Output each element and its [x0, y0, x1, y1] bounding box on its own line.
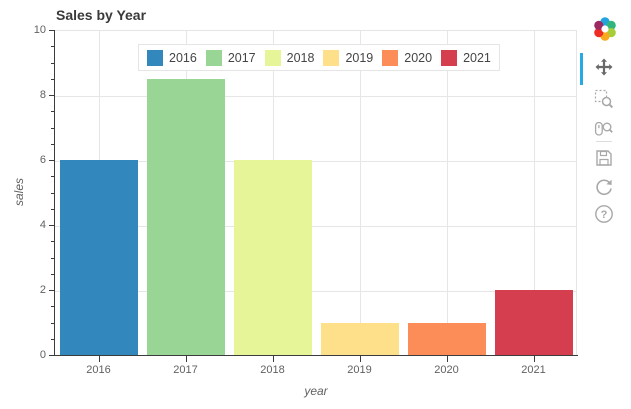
y-axis-minor-tick: [51, 241, 55, 243]
x-axis-major-tick: [272, 356, 274, 362]
box-zoom-tool-button[interactable]: [590, 87, 618, 115]
y-axis-label: sales: [12, 177, 26, 207]
chart-title: Sales by Year: [56, 7, 147, 23]
y-axis-minor-tick: [51, 46, 55, 48]
x-tick-label: 2019: [347, 364, 372, 376]
bar-2016: [59, 160, 138, 355]
y-axis-major-tick: [49, 160, 55, 161]
x-axis-major-tick: [185, 356, 187, 362]
y-axis-minor-tick: [51, 78, 55, 80]
bar-2020: [407, 322, 486, 355]
x-axis-label: year: [304, 384, 328, 398]
active-tool-indicator: [580, 53, 583, 85]
legend-label: 2019: [345, 50, 374, 65]
y-tick-label: 2: [39, 284, 46, 296]
y-tick-label: 4: [39, 219, 46, 231]
y-axis-minor-tick: [51, 322, 55, 324]
x-axis-line: [54, 355, 578, 356]
y-axis-major-tick: [49, 95, 55, 96]
y-axis-minor-tick: [51, 111, 55, 113]
y-tick-label: 0: [39, 349, 46, 361]
y-axis-minor-tick: [51, 338, 55, 340]
legend-label: 2020: [404, 50, 433, 65]
legend-swatch-icon: [382, 49, 399, 66]
bar-2021: [494, 290, 573, 355]
y-tick-label: 10: [33, 24, 46, 36]
legend-swatch-icon: [264, 49, 281, 66]
x-axis-major-tick: [98, 356, 100, 362]
x-axis-major-tick: [446, 356, 448, 362]
y-axis-minor-tick: [51, 306, 55, 308]
toolbar-divider: [596, 141, 612, 142]
y-tick-label: 8: [39, 89, 46, 101]
grid-line-horizontal: [55, 226, 576, 227]
x-axis-major-tick: [359, 356, 361, 362]
legend-item-2018: 2018: [264, 49, 315, 66]
pan-icon: [594, 57, 614, 82]
legend-swatch-icon: [441, 49, 458, 66]
x-tick-label: 2017: [173, 364, 198, 376]
y-axis-minor-tick: [51, 208, 55, 210]
help-tool-button[interactable]: ?: [590, 202, 618, 230]
save-tool-button[interactable]: [590, 146, 618, 174]
grid-line-vertical: [533, 31, 535, 355]
help-icon: ?: [594, 204, 614, 229]
legend-item-2017: 2017: [205, 49, 256, 66]
legend-item-2021: 2021: [441, 49, 491, 66]
bar-2017: [146, 78, 225, 355]
svg-text:?: ?: [601, 209, 608, 221]
y-axis-minor-tick: [51, 176, 55, 178]
wheel-zoom-tool-button[interactable]: [590, 116, 618, 144]
x-tick-label: 2021: [521, 364, 546, 376]
y-axis-minor-tick: [51, 192, 55, 194]
legend-label: 2018: [286, 50, 315, 65]
legend-swatch-icon: [147, 49, 163, 66]
bar-2018: [233, 160, 312, 355]
grid-line-vertical: [359, 31, 361, 355]
y-axis-major-tick: [49, 355, 55, 356]
grid-line-vertical: [446, 31, 448, 355]
y-axis-minor-tick: [51, 143, 55, 145]
x-tick-label: 2020: [434, 364, 459, 376]
y-axis-minor-tick: [51, 273, 55, 275]
legend-item-2016: 2016: [147, 49, 197, 66]
legend-swatch-icon: [205, 49, 222, 66]
legend-item-2020: 2020: [382, 49, 433, 66]
wheel-zoom-icon: [594, 118, 614, 143]
y-axis-major-tick: [49, 290, 55, 291]
y-axis-minor-tick: [51, 257, 55, 259]
legend: 2016 2017 2018 2019 2020 2021: [138, 44, 500, 71]
grid-line-horizontal: [55, 96, 576, 97]
grid-line-horizontal: [55, 291, 576, 292]
legend-swatch-icon: [323, 49, 340, 66]
bokeh-logo[interactable]: [592, 16, 618, 42]
legend-item-2019: 2019: [323, 49, 374, 66]
pan-tool-button[interactable]: [590, 55, 618, 83]
x-axis-major-tick: [533, 356, 535, 362]
y-tick-label: 6: [39, 154, 46, 166]
y-axis-major-tick: [49, 30, 55, 31]
toolbar: ?: [586, 0, 631, 240]
reset-tool-button[interactable]: [590, 175, 618, 203]
y-axis-major-tick: [49, 225, 55, 226]
y-axis-minor-tick: [51, 127, 55, 129]
box-zoom-icon: [594, 89, 614, 114]
bar-2019: [320, 322, 399, 355]
plot-area[interactable]: [55, 30, 577, 355]
reset-icon: [594, 177, 614, 202]
legend-label: 2021: [463, 50, 491, 65]
save-icon: [594, 148, 614, 173]
grid-line-horizontal: [55, 161, 576, 162]
legend-label: 2016: [169, 50, 197, 65]
x-tick-label: 2018: [260, 364, 285, 376]
x-tick-label: 2016: [86, 364, 111, 376]
y-axis-minor-tick: [51, 62, 55, 64]
legend-label: 2017: [227, 50, 256, 65]
